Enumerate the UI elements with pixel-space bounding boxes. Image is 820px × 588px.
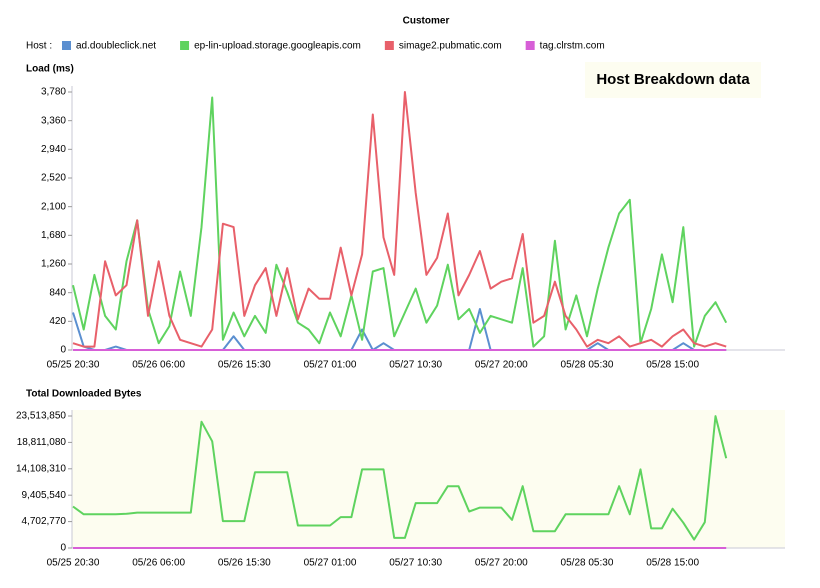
y-tick-label: 14,108,310 [16,463,66,474]
y-tick-label: 3,360 [41,115,66,126]
legend-label: ep-lin-upload.storage.googleapis.com [194,41,361,52]
x-tick-label: 05/28 05:30 [561,558,614,569]
series-line [72,96,728,348]
x-tick-label: 05/26 15:30 [218,558,271,569]
y-tick-label: 9,405,540 [22,490,67,501]
x-tick-label: 05/25 20:30 [47,558,100,569]
y-tick-label: 0 [60,543,66,554]
chart-title: Total Downloaded Bytes [26,389,142,400]
series-line [72,415,728,541]
x-tick-label: 05/28 15:00 [646,360,699,371]
legend-label: tag.clrstm.com [540,41,605,52]
legend-swatch [384,41,394,50]
x-tick-label: 05/27 01:00 [304,558,357,569]
y-tick-label: 2,100 [41,201,66,212]
y-tick-label: 420 [49,316,66,327]
x-tick-label: 05/25 20:30 [47,360,100,371]
legend-swatch [62,41,71,50]
plot-background [72,410,785,548]
legend-label: Host : [26,41,52,52]
y-tick-label: 3,780 [41,87,66,98]
legend-swatch [180,41,190,50]
x-tick-label: 05/27 20:00 [475,360,528,371]
y-tick-label: 2,940 [41,144,66,155]
legend-label: simage2.pubmatic.com [399,41,502,52]
annotation-box [585,62,761,98]
y-tick-label: 0 [60,345,66,356]
x-tick-label: 05/27 10:30 [389,360,442,371]
chart-title: Load (ms) [26,64,74,75]
x-tick-label: 05/28 15:00 [646,558,699,569]
y-tick-label: 1,260 [41,259,66,270]
y-tick-label: 18,811,080 [17,437,67,448]
y-tick-label: 2,520 [41,173,66,184]
x-tick-label: 05/27 01:00 [304,360,357,371]
y-tick-label: 1,680 [41,230,66,241]
annotation: Host Breakdown data [596,71,750,88]
legend-label: ad.doubleclick.net [76,41,156,52]
x-tick-label: 05/26 06:00 [132,558,185,569]
legend-swatch [525,41,535,50]
x-tick-label: 05/27 20:00 [475,558,528,569]
y-tick-label: 4,702,770 [22,516,67,527]
y-tick-label: 23,513,850 [16,411,66,422]
x-tick-label: 05/26 15:30 [218,360,271,371]
x-tick-label: 05/28 05:30 [561,360,614,371]
series-line [72,91,727,348]
page-title: Customer [403,16,450,27]
x-tick-label: 05/27 10:30 [389,558,442,569]
x-tick-label: 05/26 06:00 [132,360,185,371]
y-tick-label: 840 [49,287,66,298]
